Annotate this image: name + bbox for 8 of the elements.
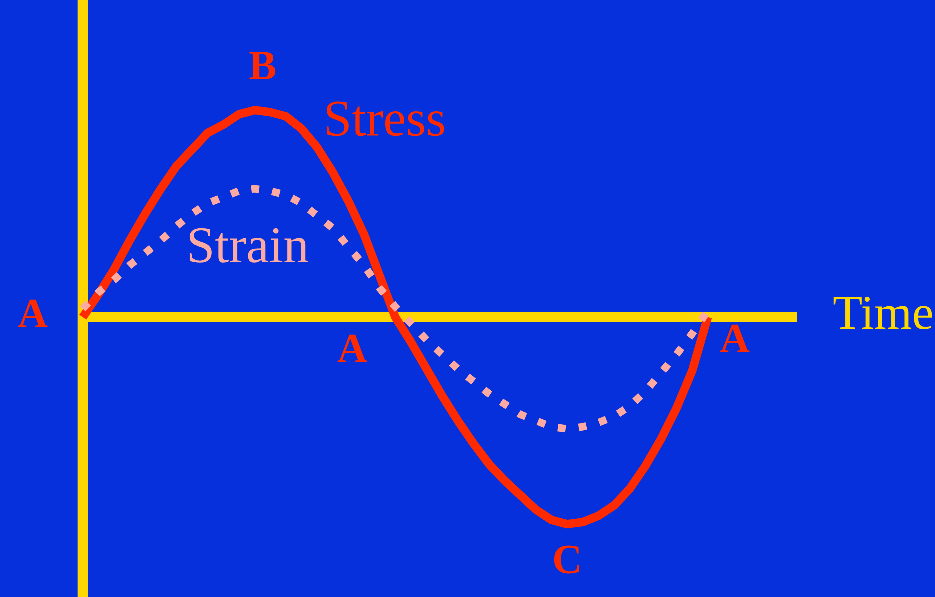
series-label: Strain [190, 228, 308, 263]
text: C [554, 546, 580, 574]
series-label: Stress [326, 102, 444, 136]
text: A [18, 300, 48, 328]
annotation: A [338, 334, 368, 362]
text: B [250, 52, 276, 80]
x-axis-title: Time [834, 296, 932, 330]
text: A [720, 324, 750, 352]
